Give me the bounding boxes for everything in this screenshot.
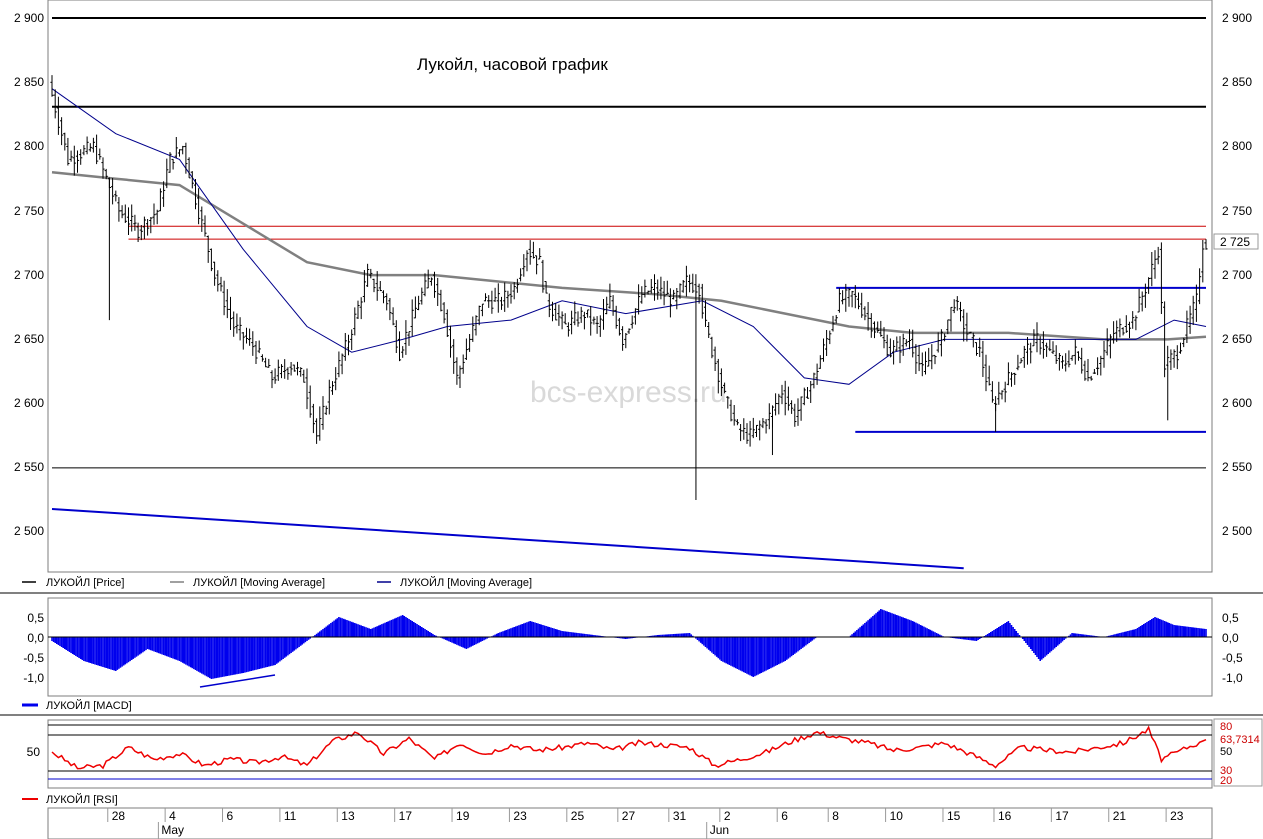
price-tick-label-right: 2 500 [1222, 524, 1252, 538]
x-tick-label: 11 [284, 809, 297, 823]
x-tick-label: 25 [571, 809, 585, 823]
last-price-badge [1213, 233, 1259, 250]
price-tick-label-right: 2 650 [1222, 332, 1252, 346]
x-tick-label: 23 [513, 809, 527, 823]
month-label: May [161, 823, 184, 837]
legend-label-price: ЛУКОЙЛ [Price] [46, 576, 124, 589]
macd-tick-label-right: 0,0 [1222, 631, 1239, 645]
macd-tick-label-right: -0,5 [1222, 651, 1243, 665]
legend-label-ma-slow: ЛУКОЙЛ [Moving Average] [193, 576, 325, 589]
rsi-badge-50: 50 [1220, 746, 1232, 758]
price-tick-label-left: 2 900 [14, 11, 44, 25]
x-tick-label: 13 [341, 809, 355, 823]
x-tick-label: 16 [998, 809, 1012, 823]
price-tick-label-right: 2 800 [1222, 139, 1252, 153]
price-tick-label-left: 2 700 [14, 268, 44, 282]
chart-title: Лукойл, часовой график [417, 55, 608, 74]
annotation-line [51, 508, 964, 570]
rsi-badge-frame [1213, 718, 1263, 787]
price-tick-label-left: 2 600 [14, 396, 44, 410]
legend-label-ma-fast: ЛУКОЙЛ [Moving Average] [400, 576, 532, 589]
x-tick-label: 27 [622, 809, 636, 823]
macd-legend: ЛУКОЙЛ [MACD] [22, 699, 132, 712]
price-tick-label-right: 2 850 [1222, 75, 1252, 89]
x-tick-label: 28 [112, 809, 126, 823]
price-annotation-lines [51, 17, 1206, 570]
x-tick-label: 31 [673, 809, 687, 823]
rsi-line [51, 725, 1207, 770]
legend-label-macd: ЛУКОЙЛ [MACD] [46, 699, 132, 712]
x-tick-label: 8 [832, 809, 839, 823]
x-tick-label: 15 [947, 809, 961, 823]
x-tick-label: 6 [781, 809, 788, 823]
macd-tick-label-right: 0,5 [1222, 611, 1239, 625]
macd-tick-label-left: -1,0 [23, 671, 44, 685]
price-y-ticks-left: 2 900 2 850 2 800 2 750 2 700 2 650 2 60… [14, 11, 44, 538]
price-tick-label-left: 2 550 [14, 460, 44, 474]
rsi-legend: ЛУКОЙЛ [RSI] [22, 793, 118, 806]
last-price-label: 2 725 [1220, 235, 1250, 249]
month-label: Jun [710, 823, 729, 837]
macd-y-ticks-right: 0,5 0,0 -0,5 -1,0 [1222, 611, 1243, 685]
x-axis-labels: 28 4 6 11 13 17 19 23 25 27 31 2 6 8 10 15 16 17 21 23 May Ju… [107, 808, 1184, 839]
x-tick-label: 10 [890, 809, 904, 823]
rsi-badge-80: 80 [1220, 721, 1232, 733]
price-tick-label-right: 2 750 [1222, 204, 1252, 218]
rsi-panel-frame [47, 719, 1213, 789]
watermark: bcs-express.ru [530, 376, 727, 409]
macd-series [51, 609, 1207, 679]
legend-label-rsi: ЛУКОЙЛ [RSI] [46, 793, 118, 806]
macd-tick-label-right: -1,0 [1222, 671, 1243, 685]
macd-y-ticks-left: 0,5 0,0 -0,5 -1,0 [23, 611, 44, 685]
x-tick-label: 21 [1113, 809, 1127, 823]
price-tick-label-right: 2 600 [1222, 396, 1252, 410]
price-tick-label-left: 2 850 [14, 75, 44, 89]
macd-tick-label-left: 0,5 [27, 611, 44, 625]
x-tick-label: 2 [724, 809, 731, 823]
macd-tick-label-left: -0,5 [23, 651, 44, 665]
rsi-tick-label-left: 50 [27, 745, 41, 759]
price-tick-label-right: 2 900 [1222, 11, 1252, 25]
rsi-badge-20: 20 [1220, 775, 1232, 787]
rsi-badges: 80 63,7314 50 30 20 [1213, 718, 1263, 787]
price-panel-frame [47, 0, 1213, 573]
rsi-badge-current: 63,7314 [1220, 734, 1260, 746]
macd-divergence-line [199, 674, 276, 688]
x-tick-label: 17 [399, 809, 413, 823]
price-legend: ЛУКОЙЛ [Price] ЛУКОЙЛ [Moving Average] Л… [22, 576, 532, 589]
x-tick-label: 17 [1055, 809, 1069, 823]
price-tick-label-left: 2 750 [14, 204, 44, 218]
x-tick-label: 4 [169, 809, 176, 823]
x-tick-label: 23 [1170, 809, 1184, 823]
rsi-badge-30: 30 [1220, 765, 1232, 777]
price-tick-label-left: 2 500 [14, 524, 44, 538]
price-tick-label-right: 2 550 [1222, 460, 1252, 474]
macd-tick-label-left: 0,0 [27, 631, 44, 645]
rsi-series [51, 725, 1207, 770]
price-tick-label-left: 2 650 [14, 332, 44, 346]
x-tick-label: 6 [227, 809, 234, 823]
price-tick-label-right: 2 700 [1222, 268, 1252, 282]
price-tick-label-left: 2 800 [14, 139, 44, 153]
x-tick-label: 19 [456, 809, 470, 823]
price-series [50, 75, 1208, 501]
x-axis-strip [47, 807, 1213, 839]
price-y-ticks-right: 2 900 2 850 2 800 2 750 2 700 2 650 2 60… [1222, 11, 1252, 538]
